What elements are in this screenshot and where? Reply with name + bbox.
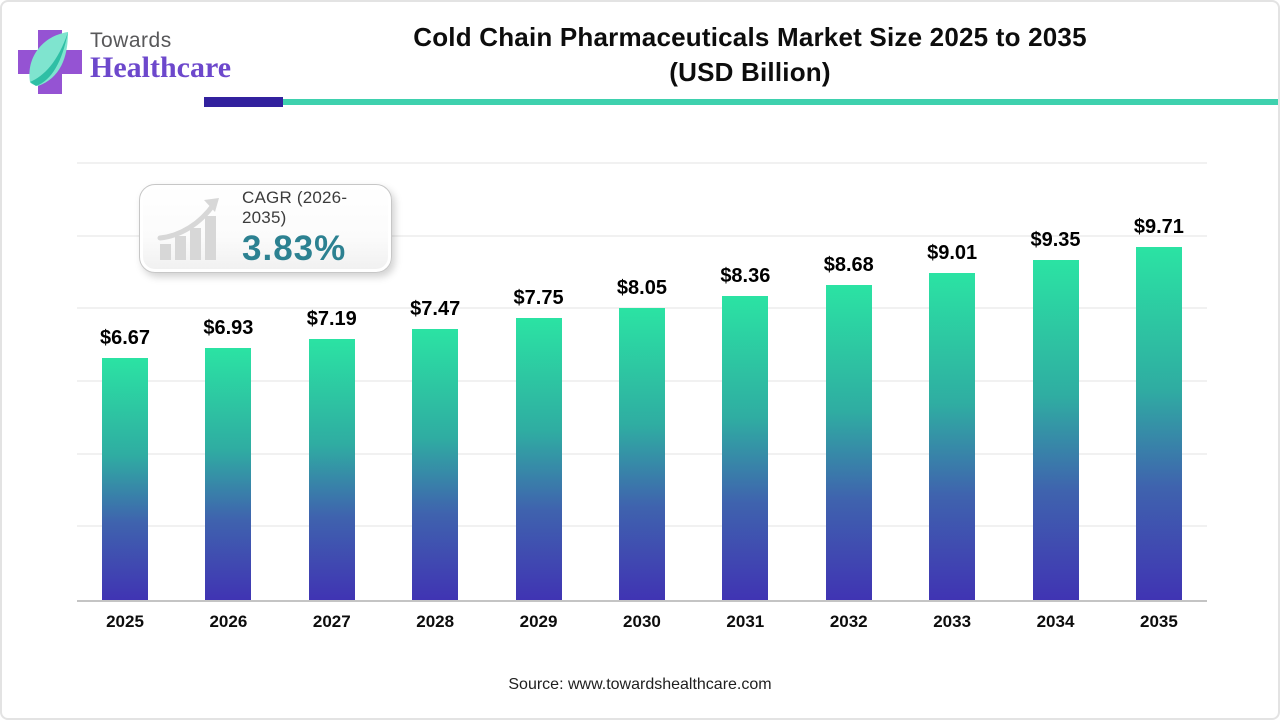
chart-title-line1: Cold Chain Pharmaceuticals Market Size 2… [413, 22, 1087, 52]
bar-slot: $8.36 2031 [720, 164, 771, 631]
bar-slot: $8.05 2030 [616, 164, 667, 631]
bar-slot: $7.47 2028 [410, 164, 461, 631]
x-axis-label: 2033 [933, 612, 972, 631]
bar-value-label: $9.71 [1133, 216, 1184, 239]
bar-value-label: $7.19 [306, 307, 357, 330]
bar-slot: $7.75 2029 [513, 164, 564, 631]
bar-slot: $6.67 2025 [99, 164, 151, 631]
bar-value-label: $8.05 [616, 276, 667, 299]
bar-value-label: $9.01 [927, 241, 978, 264]
bar-value-label: $7.75 [513, 287, 564, 310]
header-accent-teal-bar [283, 99, 1278, 105]
bar-value-label: $6.67 [99, 326, 151, 349]
bars-container: $6.67 2025 $6.93 2026 $7.19 2027 $7.47 2028 $7.7… [77, 164, 1207, 631]
x-axis-label: 2029 [519, 612, 558, 631]
x-axis-label: 2035 [1139, 612, 1178, 631]
x-axis-line [77, 600, 1207, 602]
bar-2032 [825, 284, 872, 600]
gridline [77, 234, 1207, 237]
bar-2034 [1032, 260, 1079, 600]
x-axis-label: 2026 [209, 612, 248, 631]
bar-2029 [515, 318, 562, 600]
bar-slot: $7.19 2027 [306, 164, 357, 631]
bar-2028 [412, 328, 459, 600]
cagr-label: CAGR (2026-2035) [242, 188, 348, 227]
bar-value-label: $8.36 [720, 265, 771, 288]
bar-2025 [102, 357, 148, 600]
bar-2033 [929, 272, 976, 600]
bar-value-label: $7.47 [410, 297, 461, 320]
logo-towards-text: Towards [90, 29, 172, 53]
logo-healthcare-text: Healthcare [90, 51, 232, 85]
x-axis-label: 2028 [416, 612, 455, 631]
cross-leaf-icon [18, 30, 82, 94]
chart-title-line2: (USD Billion) [669, 57, 831, 87]
x-axis-label: 2034 [1036, 612, 1075, 631]
x-axis-label: 2025 [106, 612, 144, 631]
growth-chart-icon [157, 197, 219, 260]
bar-slot: $8.68 2032 [823, 164, 874, 631]
bar-slot: $6.93 2026 [203, 164, 254, 631]
towards-healthcare-logo: Towards Healthcare [16, 18, 231, 96]
bar-2031 [722, 296, 769, 600]
bar-2035 [1135, 247, 1182, 600]
x-axis-label: 2032 [829, 612, 868, 631]
x-axis-label: 2031 [726, 612, 765, 631]
bar-2030 [618, 307, 665, 600]
logo-wordmark: Towards Healthcare [90, 30, 231, 84]
bar-2027 [308, 338, 355, 600]
bar-value-label: $9.35 [1030, 229, 1081, 252]
chart-title: Cold Chain Pharmaceuticals Market Size 2… [222, 20, 1278, 90]
bar-slot: $9.71 2035 [1133, 164, 1184, 631]
header-accent-indigo-bar [204, 97, 283, 107]
bar-2026 [205, 348, 252, 600]
bar-slot: $9.35 2034 [1030, 164, 1081, 631]
cagr-badge: CAGR (2026-2035) 3.83% [139, 184, 392, 273]
x-axis-label: 2030 [623, 612, 661, 631]
bar-value-label: $6.93 [203, 317, 254, 340]
bar-chart: $6.67 2025 $6.93 2026 $7.19 2027 $7.47 2028 $7.7… [77, 162, 1207, 631]
bar-slot: $9.01 2033 [927, 164, 978, 631]
bar-value-label: $8.68 [823, 253, 874, 276]
cagr-value: 3.83% [242, 229, 347, 268]
cagr-texts: CAGR (2026-2035) 3.83% [242, 188, 377, 269]
gridline [77, 162, 1207, 164]
x-axis-label: 2027 [312, 612, 351, 631]
source-text: Source: www.towardshealthcare.com [508, 676, 772, 693]
